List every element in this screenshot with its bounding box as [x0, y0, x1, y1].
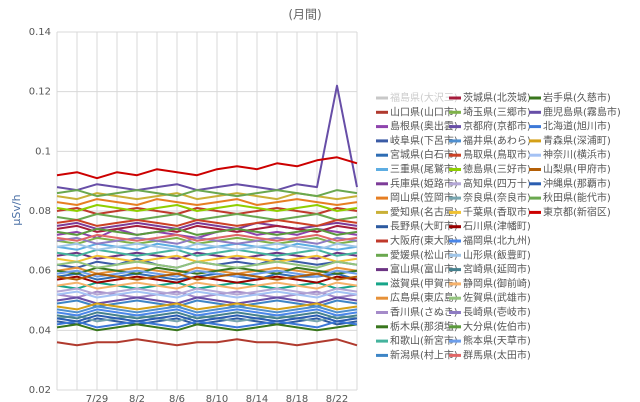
series-line [56, 266, 358, 275]
legend-label: 千葉県(香取市) [463, 205, 531, 218]
x-tick-label: 8/22 [326, 394, 348, 402]
legend-label: 石川県(津幡町) [463, 220, 531, 233]
legend-label: 山梨県(甲府市) [543, 163, 611, 176]
series-line [56, 290, 358, 299]
legend-label: 沖縄県(那覇市) [543, 177, 611, 190]
x-tick-label: 8/2 [129, 394, 145, 402]
series-line [56, 213, 358, 221]
legend-label: 岡山県(笠岡市) [390, 191, 458, 204]
x-tick-label: 8/18 [286, 394, 308, 402]
legend-label: 滋賀県(甲賀市) [390, 277, 458, 290]
series-line [56, 272, 358, 281]
y-tick-label: 0.1 [35, 146, 51, 157]
series-line [56, 338, 358, 347]
series-line [56, 281, 358, 290]
legend-label: 三重県(尾鷲市) [390, 163, 458, 176]
series-line [56, 198, 358, 206]
series-line [56, 219, 358, 227]
y-tick-label: 0.04 [29, 325, 51, 336]
legend-label: 富山県(富山市) [390, 263, 458, 276]
y-tick-label: 0.02 [29, 385, 51, 396]
series-line [56, 242, 358, 251]
legend-label: 和歌山(新宮市) [390, 334, 458, 347]
series-line [56, 204, 358, 212]
series-line [56, 254, 358, 263]
series-line [56, 314, 358, 323]
series-line [56, 320, 358, 329]
chart-title: (月間) [288, 8, 321, 22]
legend-label: 広島県(東広島) [390, 291, 458, 304]
series-line [56, 233, 358, 242]
series-line [56, 287, 358, 296]
series-line [56, 227, 358, 239]
legend-label: 栃木県(那須塩) [390, 320, 458, 333]
legend-label: 鳥取県(鳥取市) [463, 148, 531, 161]
series-line [56, 227, 358, 236]
series-line [56, 236, 358, 245]
series-line [56, 272, 358, 281]
legend-label: 徳島県(三好市) [463, 163, 531, 176]
y-tick-label: 0.14 [29, 27, 51, 38]
series-line [56, 302, 358, 311]
x-tick-label: 8/14 [246, 394, 268, 402]
x-tick-label: 8/10 [206, 394, 228, 402]
legend-label: 東京都(新宿区) [543, 205, 611, 218]
series-line [56, 221, 358, 230]
legend-label: 長野県(大町市) [390, 220, 458, 233]
series-line [56, 311, 358, 320]
x-tick-label: 7/29 [86, 394, 108, 402]
y-tick-label: 0.06 [29, 266, 51, 277]
series-line [56, 189, 358, 198]
legend-label: 長崎県(壱岐市) [463, 306, 531, 319]
series-line [56, 248, 358, 257]
legend-label: 新潟県(村上市) [390, 348, 458, 361]
legend-label: 青森県(深浦町) [543, 134, 611, 147]
legend-label: 福島県(大沢三) [390, 91, 458, 104]
legend-label: 北海道(旭川市) [543, 120, 611, 133]
legend-label: 大阪府(東大阪) [390, 234, 458, 247]
legend-label: 静岡県(御前崎) [463, 277, 531, 290]
legend-label: 福井県(あわら) [463, 134, 531, 147]
y-axis-label: μSv/h [10, 194, 23, 225]
series-line [56, 260, 358, 269]
legend-label: 愛知県(名古屋) [390, 205, 458, 218]
series-line [56, 323, 358, 332]
legend-label: 京都府(京都市) [463, 120, 531, 133]
legend-label: 兵庫県(姫路市) [390, 177, 458, 190]
legend-label: 高知県(四万十) [463, 177, 531, 190]
x-tick-label: 8/6 [169, 394, 185, 402]
y-tick-label: 0.08 [29, 206, 51, 217]
series-line [56, 84, 358, 192]
series-line [56, 156, 358, 180]
legend-label: 茨城県(北茨城) [463, 91, 531, 104]
legend-label: 香川県(さぬき) [390, 307, 458, 319]
legend-label: 愛媛県(松山市) [390, 248, 458, 261]
legend-label: 佐賀県(武雄市) [463, 291, 531, 304]
legend-label: 鹿児島県(霧島市) [543, 105, 621, 118]
series-line [56, 242, 358, 251]
legend-label: 埼玉県(三郷市) [463, 105, 531, 118]
legend-label: 福岡県(北九州) [463, 234, 531, 247]
legend-label: 岐阜県(下呂市) [390, 134, 458, 147]
series-line [56, 296, 358, 305]
legend-label: 山形県(飯豊町) [463, 248, 531, 261]
y-tick-label: 0.12 [29, 87, 51, 98]
legend-label: 宮崎県(延岡市) [463, 263, 531, 276]
series-line [56, 308, 358, 317]
legend-label: 秋田県(能代市) [543, 191, 611, 204]
legend-label: 島根県(奥出雲) [390, 120, 458, 133]
legend-label: 奈良県(奈良市) [463, 191, 531, 204]
legend-label: 宮城県(白石市) [390, 148, 458, 161]
legend-label: 熊本県(天草市) [463, 334, 531, 347]
legend-label: 岩手県(久慈市) [543, 91, 611, 104]
series-line [56, 305, 358, 314]
legend-label: 神奈川(横浜市) [543, 148, 611, 161]
legend-label: 大分県(佐伯市) [463, 320, 531, 333]
legend-label: 山口県(山口市) [390, 105, 458, 118]
legend-label: 群馬県(太田市) [463, 348, 531, 361]
series-line [56, 281, 358, 290]
